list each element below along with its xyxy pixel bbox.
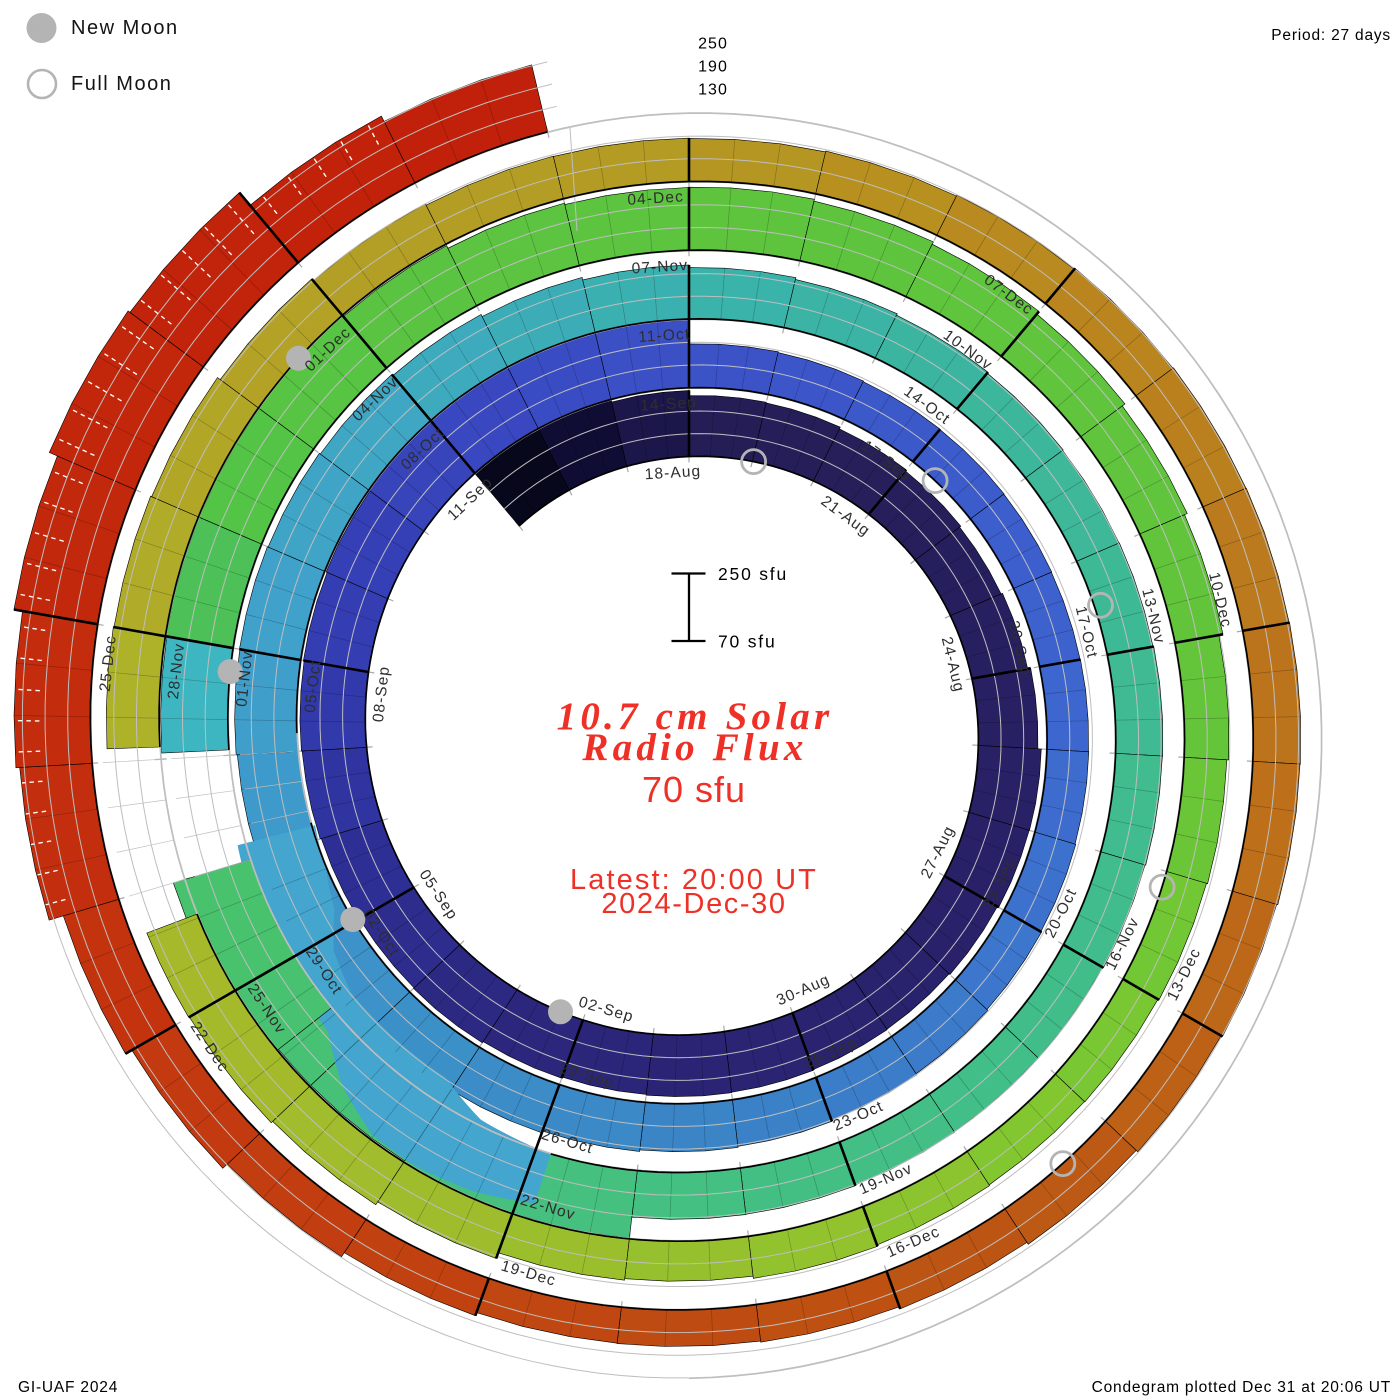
svg-text:Condegram plotted Dec 31 at 20: Condegram plotted Dec 31 at 20:06 UT [1092, 1379, 1391, 1396]
svg-text:Period: 27 days: Period: 27 days [1271, 27, 1391, 44]
svg-text:190: 190 [698, 59, 728, 76]
svg-text:250: 250 [698, 36, 728, 53]
svg-text:18-Aug: 18-Aug [644, 463, 702, 484]
svg-text:01-Nov: 01-Nov [233, 650, 256, 708]
svg-text:25-Dec: 25-Dec [97, 634, 120, 692]
svg-text:10.7 cm Solar: 10.7 cm Solar [557, 695, 834, 738]
svg-text:14-Sep: 14-Sep [640, 394, 698, 415]
svg-text:28-Nov: 28-Nov [165, 642, 188, 700]
svg-text:70 sfu: 70 sfu [718, 632, 776, 652]
svg-text:2024-Dec-30: 2024-Dec-30 [601, 888, 786, 920]
svg-text:Radio Flux: Radio Flux [581, 726, 807, 769]
svg-text:250 sfu: 250 sfu [718, 564, 788, 584]
svg-text:04-Dec: 04-Dec [627, 188, 685, 209]
svg-text:Full Moon: Full Moon [71, 73, 172, 95]
svg-text:07-Nov: 07-Nov [631, 257, 689, 278]
svg-text:New Moon: New Moon [71, 17, 179, 39]
svg-text:05-Oct: 05-Oct [302, 659, 325, 714]
svg-text:Latest: 20:00 UT: Latest: 20:00 UT [570, 864, 818, 896]
svg-text:130: 130 [698, 82, 728, 99]
svg-text:70 sfu: 70 sfu [642, 769, 746, 810]
svg-text:11-Oct: 11-Oct [638, 326, 691, 346]
svg-text:GI-UAF 2024: GI-UAF 2024 [18, 1379, 118, 1396]
svg-text:08-Sep: 08-Sep [370, 665, 393, 723]
